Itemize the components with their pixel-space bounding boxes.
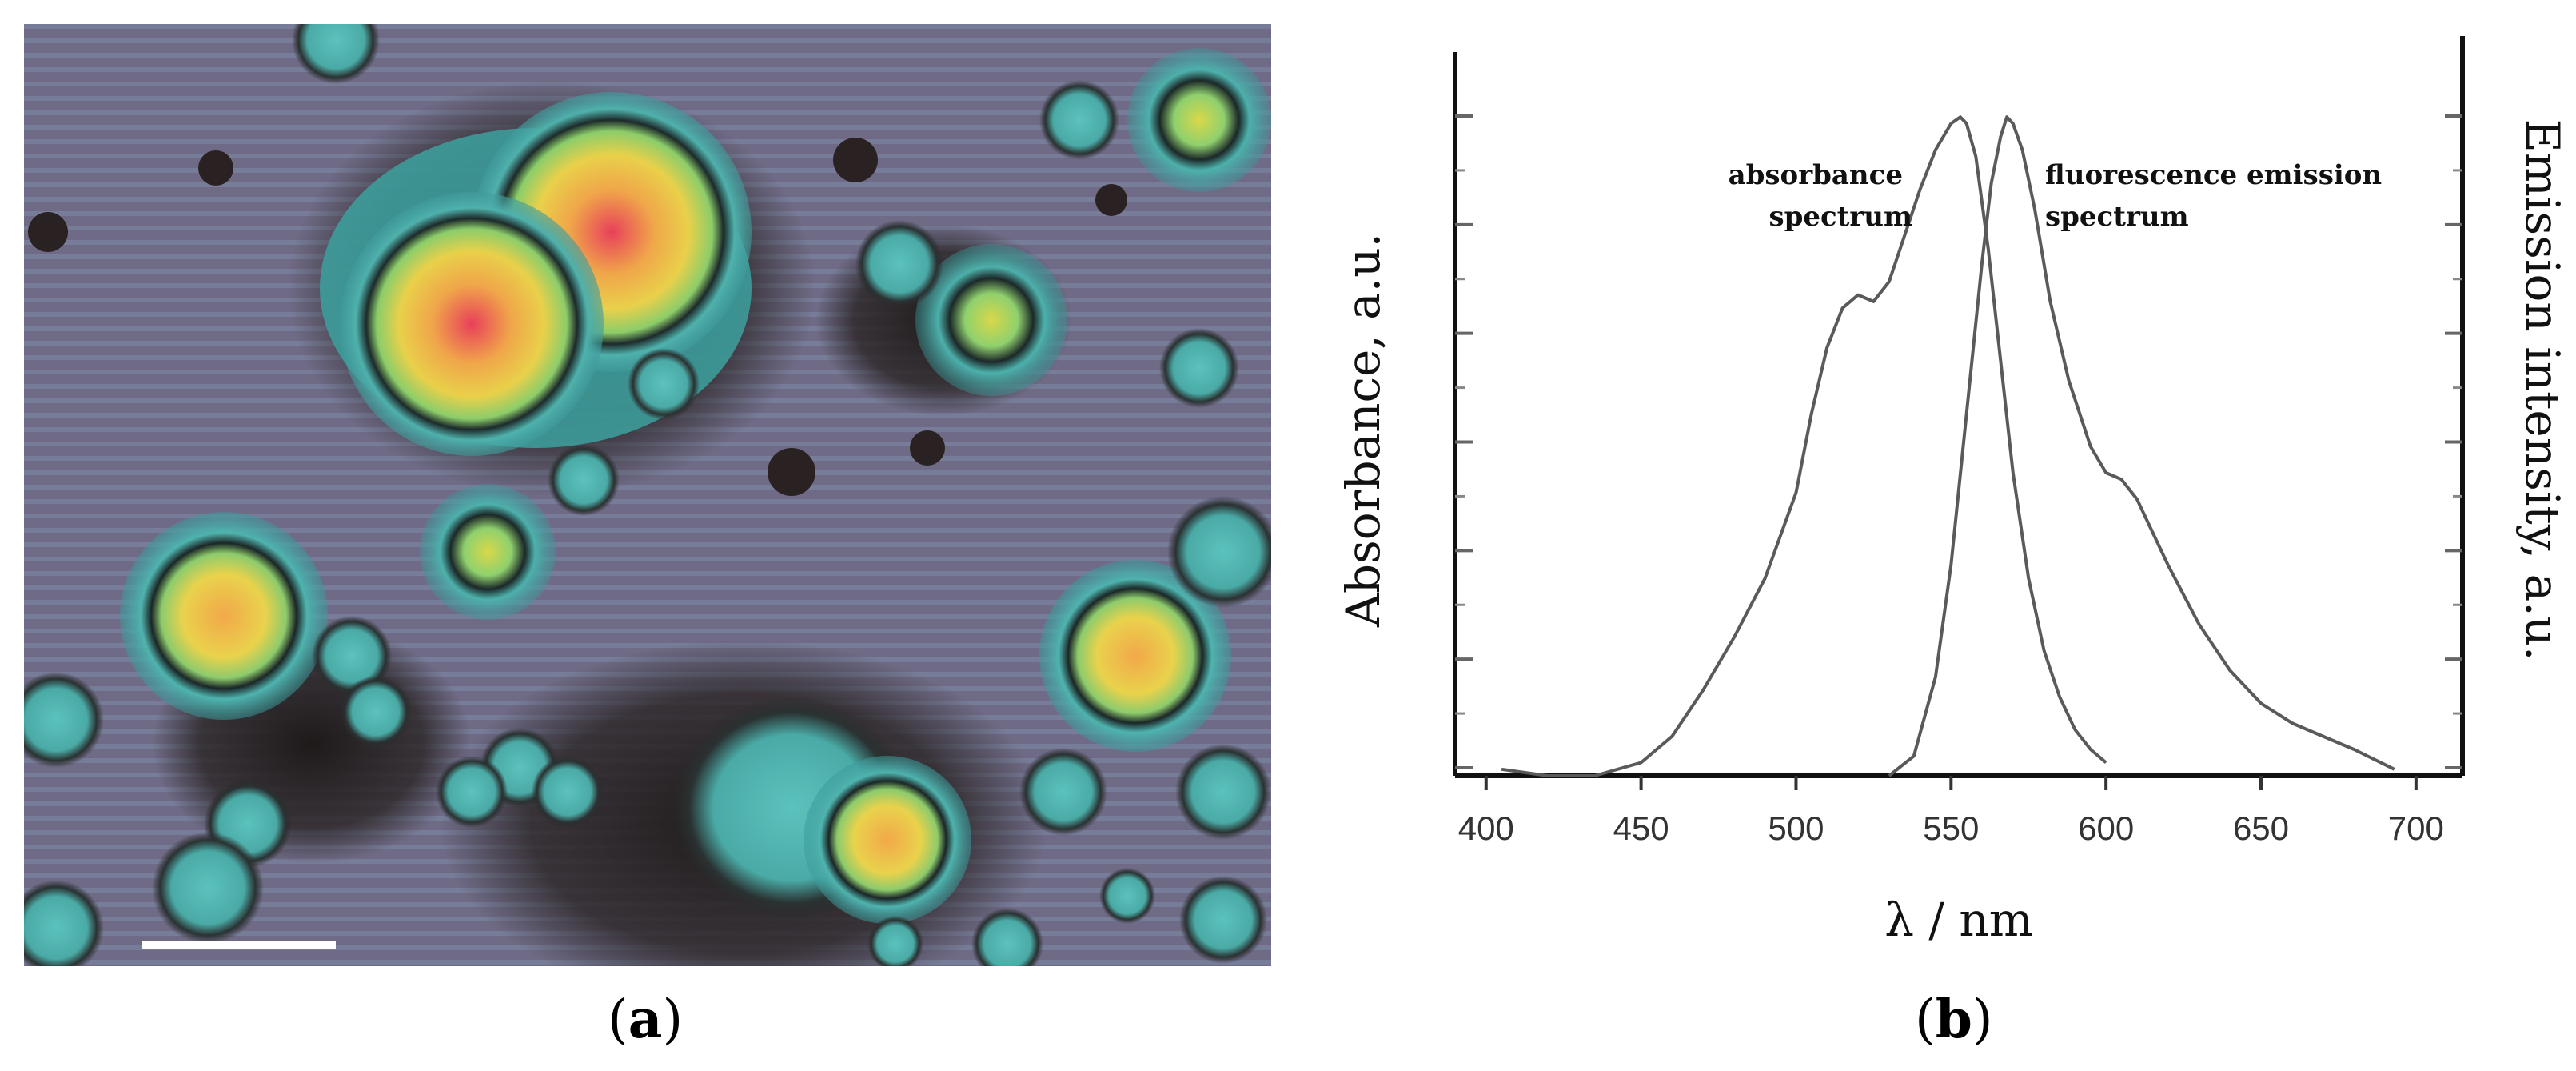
teal-dot (1159, 328, 1239, 408)
panel-label-a: (a) (608, 988, 683, 1050)
absorbance-label-line1: absorbance (1729, 159, 1903, 191)
fluorescent-spot (120, 512, 328, 720)
teal-dot (152, 832, 264, 944)
emission-curve (1888, 115, 2395, 777)
teal-dot (292, 24, 380, 84)
teal-dot (312, 616, 392, 696)
teal-dot (867, 916, 923, 966)
teal-dot (340, 676, 412, 748)
teal-dot (436, 756, 508, 828)
absorbance-curve (1501, 115, 2107, 777)
x-tick-label: 700 (2388, 809, 2444, 847)
chart-labels: 400 450 500 550 600 650 700 absorbance spectrum f… (1336, 119, 2570, 947)
fluorescent-spot (804, 756, 971, 924)
teal-dot (628, 348, 700, 420)
panel-label-open: ( (608, 989, 628, 1050)
dark-speck (910, 430, 945, 466)
fluorescent-spot (915, 244, 1067, 396)
panel-label-letter: b (1935, 988, 1972, 1050)
x-axis-title: λ / nm (1884, 893, 2033, 947)
fluorescent-spot (340, 192, 604, 456)
x-tick-label: 450 (1613, 809, 1669, 847)
teal-dot (548, 444, 620, 516)
teal-dot (24, 880, 104, 966)
x-tick-label: 550 (1923, 809, 1979, 847)
teal-dot (24, 672, 104, 768)
dark-speck (833, 138, 878, 182)
teal-dot (532, 756, 604, 828)
panel-label-close: ) (1972, 989, 1993, 1050)
x-tick-label: 500 (1768, 809, 1824, 847)
panel-label-close: ) (662, 989, 684, 1050)
chart-curves (1501, 115, 2395, 777)
x-tick-label: 400 (1458, 809, 1514, 847)
dark-speck (198, 150, 233, 186)
teal-dot (1099, 868, 1155, 924)
panel-label-b: (b) (1915, 988, 1993, 1050)
spectra-chart: 400 450 500 550 600 650 700 absorbance spectrum f… (1336, 36, 2570, 947)
scale-bar (142, 941, 336, 949)
absorbance-label-line2: spectrum (1769, 201, 1912, 233)
y-axis-title-right: Emission intensity, a.u. (2515, 119, 2570, 661)
fluorescent-spot (1039, 560, 1231, 752)
emission-label-line1: fluorescence emission (2045, 159, 2382, 191)
fluorescent-spot (1127, 48, 1271, 192)
chart-ticks (1455, 114, 2462, 790)
emission-label-line2: spectrum (2045, 201, 2189, 233)
dark-speck (28, 212, 68, 252)
fluorescence-micrograph (24, 24, 1271, 966)
teal-dot (1179, 876, 1267, 964)
panel-label-open: ( (1915, 989, 1936, 1050)
teal-dot (1175, 744, 1271, 840)
x-tick-label: 600 (2078, 809, 2134, 847)
dark-speck (768, 448, 815, 496)
teal-dot (971, 908, 1043, 966)
panel-label-letter: a (628, 988, 663, 1050)
teal-dot (855, 220, 943, 308)
teal-dot (1019, 748, 1107, 836)
fluorescent-spot (420, 484, 556, 620)
x-tick-label: 650 (2233, 809, 2289, 847)
teal-dot (1167, 496, 1271, 608)
teal-dot (1039, 80, 1119, 160)
chart-axes (1453, 36, 2465, 778)
y-axis-title-left: Absorbance, a.u. (1336, 233, 1390, 628)
dark-speck (1095, 184, 1127, 216)
